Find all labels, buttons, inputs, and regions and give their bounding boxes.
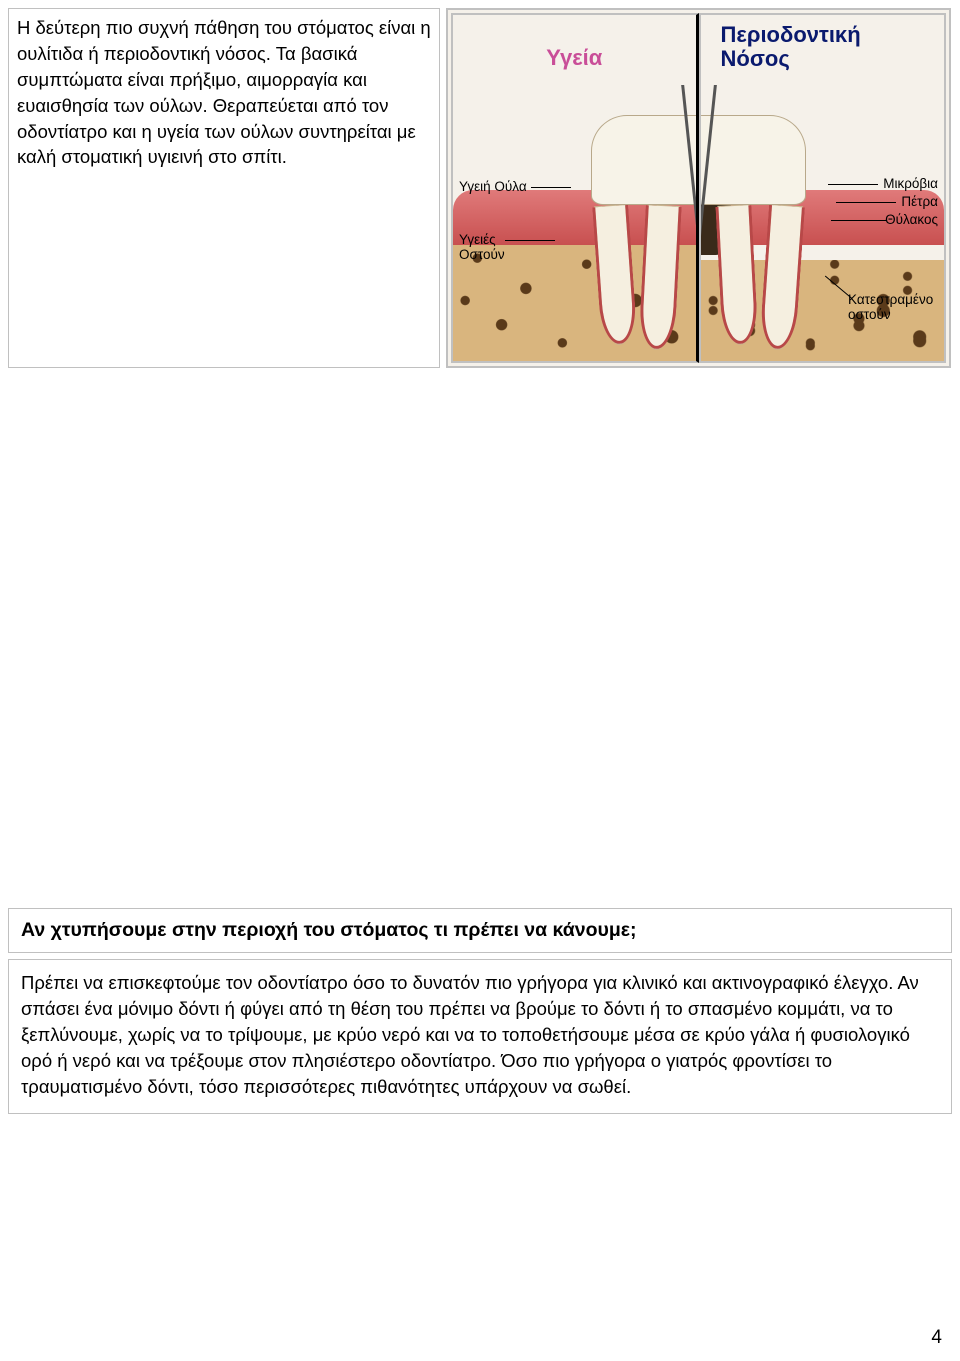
panel-disease: Περιοδοντική Νόσος Μικρόβια Πέτρα Θύλακο…: [699, 13, 947, 363]
page-number: 4: [931, 1327, 942, 1349]
section2-body: Πρέπει να επισκεφτούμε τον οδοντίατρο όσ…: [8, 959, 952, 1114]
section2-heading: Αν χτυπήσουμε στην περιοχή του στόματος …: [8, 908, 952, 953]
label-microbes: Μικρόβια: [883, 177, 938, 192]
label-pocket: Θύλακος: [885, 213, 938, 228]
label-destroyed-bone: Κατεστραμένο οστούν: [848, 293, 948, 323]
label-stone: Πέτρα: [901, 195, 938, 210]
label-healthy-gum: Υγειή Ούλα: [459, 180, 527, 195]
panel-health: Υγεία Υγειή Ούλα Υγειές Οστούν: [451, 13, 699, 363]
title-disease: Περιοδοντική Νόσος: [721, 23, 861, 71]
intro-text: Η δεύτερη πιο συχνή πάθηση του στόματος …: [8, 8, 440, 368]
label-healthy-bone: Υγειές Οστούν: [459, 233, 505, 263]
periodontal-diagram: Υγεία Υγειή Ούλα Υγειές Οστούν: [446, 8, 951, 368]
title-health: Υγεία: [546, 45, 602, 71]
